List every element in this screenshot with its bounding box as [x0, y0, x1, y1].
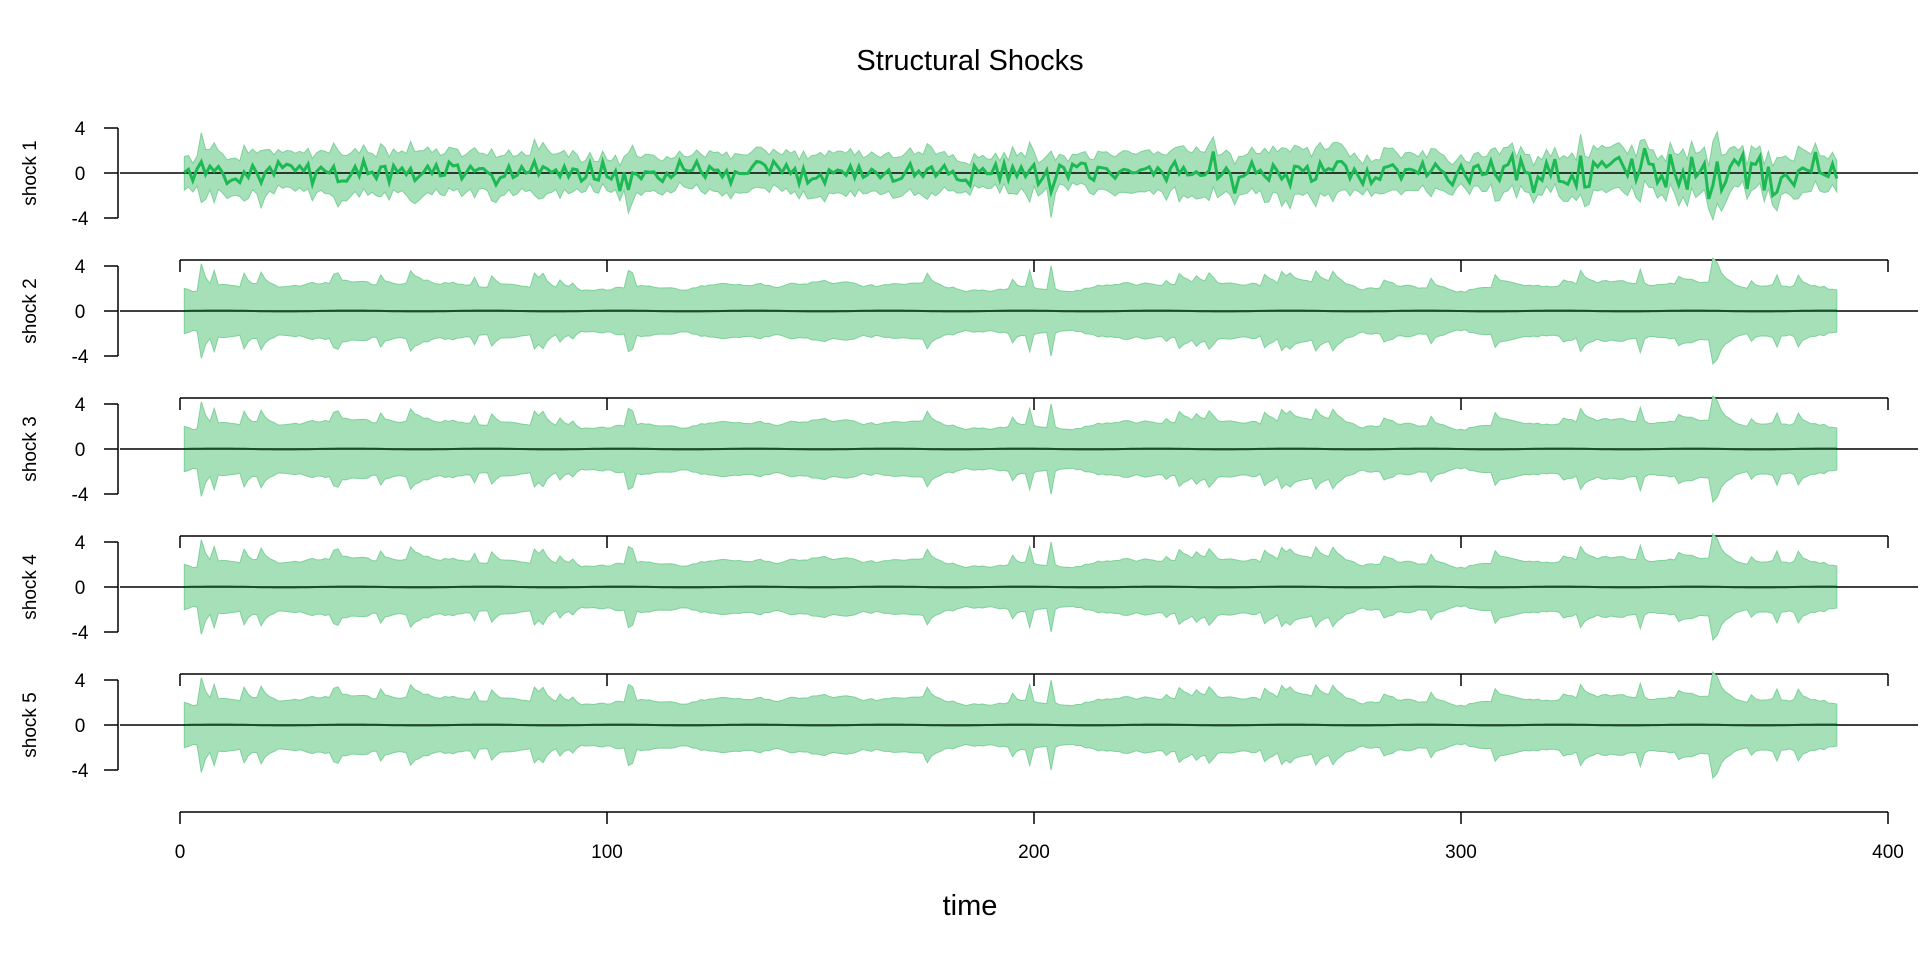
- y-axis-label: shock 2: [20, 278, 41, 343]
- median-line-3: [184, 447, 1837, 451]
- y-axis-label: shock 3: [20, 416, 41, 481]
- y-tick-label: 0: [75, 164, 86, 185]
- y-tick-label: 4: [75, 533, 86, 554]
- median-line-1: [183, 147, 1839, 200]
- panel-2: 4 0 -4 shock 2: [20, 257, 1918, 410]
- y-axis-label: shock 1: [20, 140, 41, 205]
- y-tick-label: 0: [75, 578, 86, 599]
- x-tick-label: 100: [591, 842, 623, 863]
- y-axis-label: shock 4: [20, 554, 41, 620]
- y-tick-label: -4: [72, 485, 89, 506]
- panel-5: 4 0 -4 shock 5 0 100 200 300 400: [20, 671, 1918, 863]
- panel-3: 4 0 -4 shock 3: [20, 395, 1918, 548]
- y-axis-label: shock 5: [20, 692, 41, 757]
- chart-title: Structural Shocks: [856, 45, 1083, 77]
- y-tick-label: -4: [72, 761, 89, 782]
- panel-1: 4 0 -4 shock 1: [20, 119, 1918, 272]
- y-tick-label: 4: [75, 119, 86, 140]
- x-tick-label: 0: [175, 842, 186, 863]
- y-tick-label: 0: [75, 440, 86, 461]
- y-tick-label: -4: [72, 623, 89, 644]
- y-tick-label: 0: [75, 302, 86, 323]
- y-tick-label: -4: [72, 209, 89, 230]
- x-tick-label: 400: [1872, 842, 1904, 863]
- panels-group: 4 0 -4 shock 1 4 0 -4 shock 2 4 0 -4 shock 3 4 0 -4 sho…: [20, 119, 1918, 863]
- y-tick-label: -4: [72, 347, 89, 368]
- y-tick-label: 4: [75, 671, 86, 692]
- median-line-5: [184, 723, 1837, 727]
- y-tick-label: 0: [75, 716, 86, 737]
- y-tick-label: 4: [75, 395, 86, 416]
- x-tick-label: 200: [1018, 842, 1050, 863]
- panel-4: 4 0 -4 shock 4: [20, 533, 1918, 686]
- median-line-2: [184, 309, 1837, 313]
- median-line-4: [184, 585, 1837, 589]
- x-tick-label: 300: [1445, 842, 1477, 863]
- x-axis-label: time: [943, 890, 998, 922]
- y-tick-label: 4: [75, 257, 86, 278]
